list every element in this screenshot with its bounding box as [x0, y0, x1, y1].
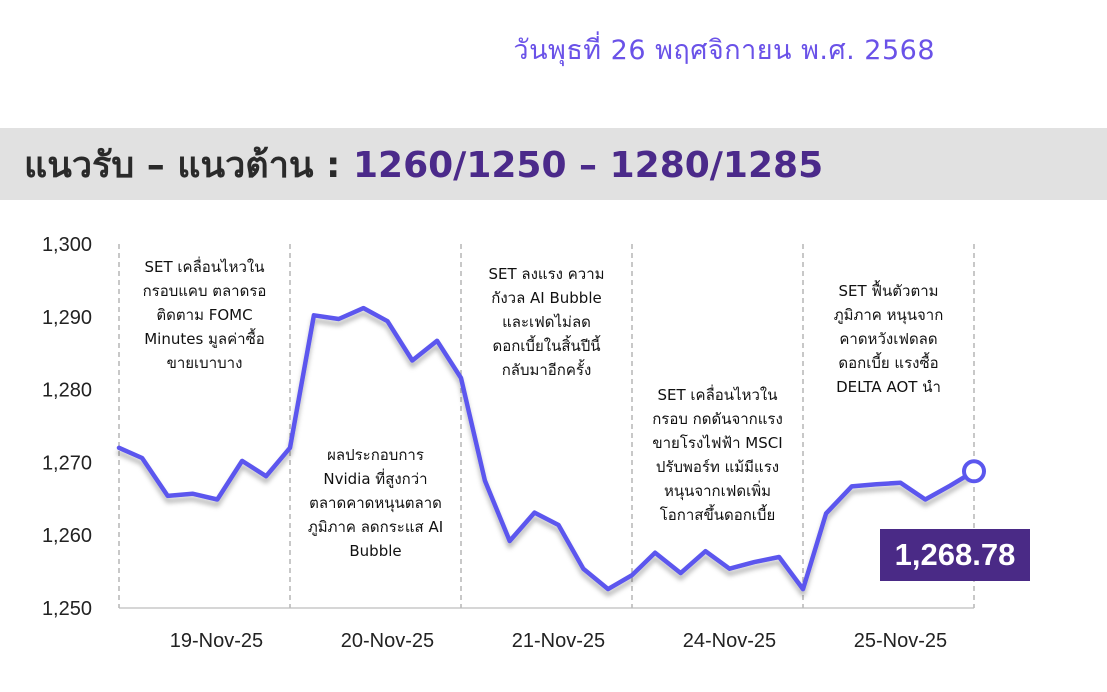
annotation-line: ติดตาม FOMC [156, 306, 252, 324]
annotation-line: ดอกเบี้ย แรงซื้อ [838, 352, 938, 372]
banner-levels: 1260/1250 – 1280/1285 [352, 145, 824, 186]
annotation-line: DELTA AOT นำ [836, 378, 941, 396]
annotation-line: ภูมิภาค ลดกระแส AI [308, 518, 443, 536]
annotation-day-4: SET เคลื่อนไหวในกรอบ กดดันจากแรงขายโรงไฟ… [652, 384, 783, 524]
annotation-line: SET ลงแรง ความ [488, 265, 604, 283]
annotation-line: หนุนจากเฟดเพิ่ม [664, 480, 771, 501]
annotation-line: ผลประกอบการ [327, 446, 424, 464]
annotation-line: กลับมาอีกครั้ง [502, 359, 592, 379]
x-tick-label: 24-Nov-25 [683, 630, 776, 652]
y-tick-label: 1,260 [42, 525, 92, 547]
y-tick-label: 1,280 [42, 380, 92, 402]
annotation-line: กรอบแคบ ตลาดรอ [143, 282, 267, 300]
x-tick-label: 20-Nov-25 [341, 630, 434, 652]
annotation-line: กังวล AI Bubble [491, 289, 601, 307]
annotation-day-5: SET ฟื้นตัวตามภูมิภาค หนุนจากคาดหวังเฟดล… [834, 280, 944, 396]
annotation-line: SET เคลื่อนไหวใน [658, 384, 778, 404]
annotation-line: และเฟดไม่ลด [502, 313, 591, 331]
y-tick-label: 1,290 [42, 307, 92, 329]
x-tick-label: 25-Nov-25 [854, 630, 947, 652]
annotation-day-3: SET ลงแรง ความกังวล AI Bubble และเฟดไม่ลด… [488, 265, 604, 379]
y-tick-label: 1,270 [42, 452, 92, 474]
annotation-line: SET ฟื้นตัวตาม [838, 280, 938, 300]
set-index-line [116, 305, 977, 592]
annotation-line: SET เคลื่อนไหวใน [145, 256, 265, 276]
banner-title: แนวรับ – แนวต้าน : 1260/1250 – 1280/1285 [24, 136, 823, 193]
annotation-line: Minutes มูลค่าซื้อ [144, 328, 265, 348]
y-tick-label: 1,300 [42, 234, 92, 256]
annotation-line: โอกาสขึ้นดอกเบี้ย [660, 504, 776, 524]
annotation-line: คาดหวังเฟดลด [839, 330, 937, 348]
annotation-line: ตลาดคาดหนุนตลาด [309, 494, 442, 513]
annotation-day-1: SET เคลื่อนไหวในกรอบแคบ ตลาดรอติดตาม FOM… [143, 256, 267, 372]
last-value-badge: 1,268.78 [880, 529, 1030, 581]
last-point-marker [962, 459, 986, 484]
report-date: วันพุธที่ 26 พฤศจิกายน พ.ศ. 2568 [513, 35, 935, 66]
x-tick-label: 19-Nov-25 [170, 630, 263, 652]
annotation-line: กรอบ กดดันจากแรง [652, 410, 783, 428]
support-resistance-banner: แนวรับ – แนวต้าน : 1260/1250 – 1280/1285 [0, 128, 1107, 200]
annotation-line: ดอกเบี้ยในสิ้นปีนี้ [492, 335, 600, 355]
annotation-line: Bubble [349, 542, 401, 560]
y-tick-label: 1,250 [42, 598, 92, 620]
annotation-line: ปรับพอร์ท แม้มีแรง [656, 458, 779, 476]
banner-label: แนวรับ – แนวต้าน : [24, 145, 353, 186]
x-tick-label: 21-Nov-25 [512, 630, 605, 652]
annotation-day-2: ผลประกอบการ Nvidia ที่สูงกว่าตลาดคาดหนุนต… [308, 446, 443, 560]
annotation-line: ภูมิภาค หนุนจาก [834, 306, 944, 325]
annotation-line: ขายโรงไฟฟ้า MSCI [652, 434, 782, 452]
annotation-line: ขายเบาบาง [167, 354, 243, 372]
annotation-line: Nvidia ที่สูงกว่า [323, 468, 427, 488]
